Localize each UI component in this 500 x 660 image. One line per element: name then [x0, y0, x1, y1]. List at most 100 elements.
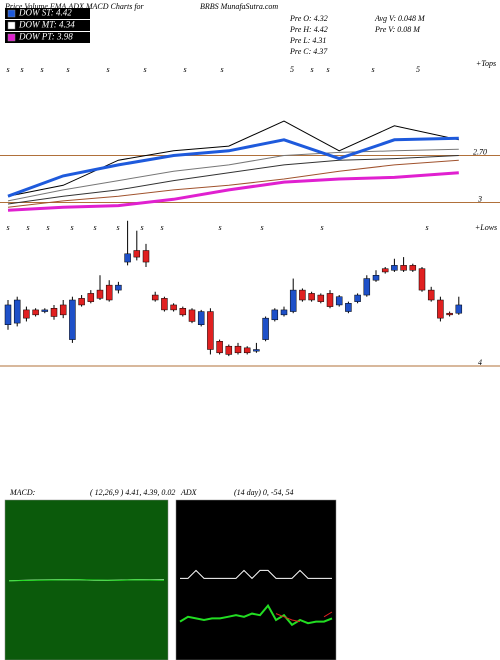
- panel-title: MACD:: [9, 488, 36, 497]
- signal-marker: s: [6, 223, 9, 232]
- candle-body: [243, 347, 251, 354]
- candle-body: [142, 250, 150, 263]
- signal-marker: s: [93, 223, 96, 232]
- signal-marker: s: [66, 65, 69, 74]
- candle-body: [326, 293, 334, 307]
- pre-low: Pre L: 4.31: [289, 36, 326, 45]
- pre-open: Pre O: 4.32: [289, 14, 328, 23]
- candle-body: [170, 304, 177, 311]
- signal-marker: s: [160, 223, 163, 232]
- candle-body: [105, 284, 113, 301]
- candle-body: [280, 309, 288, 316]
- signal-marker: s: [218, 223, 221, 232]
- signal-marker: 5: [416, 65, 420, 74]
- panel-values: (14 day) 0, -54, 54: [234, 488, 294, 497]
- page-title: Price,Volume,EMA,ADX,MACD Charts for: [4, 2, 145, 11]
- candle-body: [115, 284, 122, 291]
- candle-body: [207, 311, 214, 350]
- y-tick-label: 4: [478, 358, 482, 367]
- candle-body: [418, 268, 426, 291]
- site-name: BRBS MunafaSutra.com: [200, 2, 278, 11]
- candle-body: [427, 289, 435, 301]
- signal-marker: s: [20, 65, 23, 74]
- candle-body: [409, 265, 417, 271]
- signal-marker: s: [143, 65, 146, 74]
- candle-body: [262, 317, 269, 340]
- candle-body: [345, 303, 352, 312]
- indicator-line: [7, 159, 459, 208]
- candle-body: [151, 294, 159, 301]
- candle-body: [69, 299, 76, 340]
- signal-marker: s: [220, 65, 223, 74]
- candle-body: [234, 345, 242, 354]
- candle-body: [354, 294, 361, 302]
- signal-marker: s: [310, 65, 313, 74]
- indicator-line: [7, 148, 459, 202]
- candle-body: [50, 308, 58, 317]
- pre-high: Pre H: 4.42: [289, 25, 328, 34]
- indicator-line: [7, 136, 459, 198]
- indicator-line: [275, 611, 333, 623]
- indicator-line: [7, 171, 459, 212]
- signal-marker: s: [46, 223, 49, 232]
- candle-body: [32, 309, 39, 316]
- pre-close: Pre C: 4.37: [289, 47, 328, 56]
- signal-marker: s: [371, 65, 374, 74]
- candle-body: [96, 289, 104, 299]
- signal-marker: s: [40, 65, 43, 74]
- signal-marker: s: [70, 223, 73, 232]
- legend-box: [5, 20, 90, 31]
- candle-body: [381, 268, 389, 273]
- candle-body: [188, 309, 196, 322]
- indicator-line: [7, 155, 459, 205]
- candle-body: [455, 304, 463, 314]
- panel-values: ( 12,26,9 ) 4.41, 4.39, 0.02: [90, 488, 175, 497]
- legend-swatch: [7, 9, 16, 18]
- candle-body: [363, 278, 371, 296]
- candle-body: [78, 298, 85, 306]
- legend-swatch: [7, 33, 16, 42]
- candle-body: [335, 296, 343, 306]
- signal-marker: s: [260, 223, 263, 232]
- candle-body: [391, 265, 398, 271]
- signal-note: +Lows: [475, 223, 497, 232]
- candle-body: [41, 309, 49, 312]
- candle-body: [23, 309, 30, 319]
- candle-body: [317, 294, 325, 302]
- indicator-line: [7, 120, 459, 197]
- signal-marker: s: [106, 65, 109, 74]
- signal-marker: s: [26, 223, 29, 232]
- candle-body: [59, 304, 67, 316]
- signal-marker: s: [140, 223, 143, 232]
- signal-note: +Tops: [476, 59, 496, 68]
- candle-body: [197, 311, 205, 325]
- signal-marker: s: [6, 65, 9, 74]
- candle-body: [225, 345, 233, 355]
- signal-marker: 5: [290, 65, 294, 74]
- candle-body: [13, 299, 21, 324]
- signal-marker: s: [116, 223, 119, 232]
- signal-marker: s: [320, 223, 323, 232]
- legend-label: DOW ST: 4.42: [18, 8, 72, 18]
- y-tick-label: 3: [477, 194, 482, 203]
- candle-body: [400, 265, 407, 271]
- candle-body: [308, 293, 315, 301]
- panel-title: ADX: [180, 488, 198, 497]
- panel-background: [175, 499, 337, 660]
- signal-marker: s: [183, 65, 186, 74]
- candle-body: [437, 299, 444, 319]
- candle-body: [271, 309, 279, 321]
- candle-body: [133, 250, 141, 258]
- indicator-line: [180, 569, 332, 580]
- legend-box: [5, 32, 90, 43]
- candle-body: [87, 293, 95, 302]
- indicator-line: [179, 603, 333, 627]
- signal-marker: s: [425, 223, 428, 232]
- candle-body: [124, 253, 131, 263]
- y-tick-label: 2.70: [473, 147, 487, 156]
- legend-label: DOW MT: 4.34: [18, 20, 75, 30]
- candle-body: [446, 312, 453, 316]
- signal-marker: s: [326, 65, 329, 74]
- pre-volume: Pre V: 0.08 M: [374, 25, 421, 34]
- candle-body: [372, 275, 380, 281]
